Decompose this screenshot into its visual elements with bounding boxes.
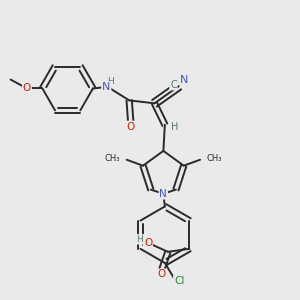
Text: CH₃: CH₃	[105, 154, 120, 163]
Text: O: O	[23, 83, 31, 94]
Text: O: O	[127, 122, 135, 131]
Text: O: O	[144, 238, 152, 248]
Text: Cl: Cl	[174, 276, 184, 286]
Text: N: N	[102, 82, 110, 92]
Text: N: N	[160, 189, 167, 199]
Text: CH₃: CH₃	[207, 154, 222, 163]
Text: H: H	[171, 122, 178, 132]
Text: C: C	[170, 80, 177, 90]
Text: N: N	[180, 75, 188, 85]
Text: H: H	[107, 76, 114, 85]
Text: O: O	[158, 269, 166, 279]
Text: H: H	[136, 235, 143, 244]
